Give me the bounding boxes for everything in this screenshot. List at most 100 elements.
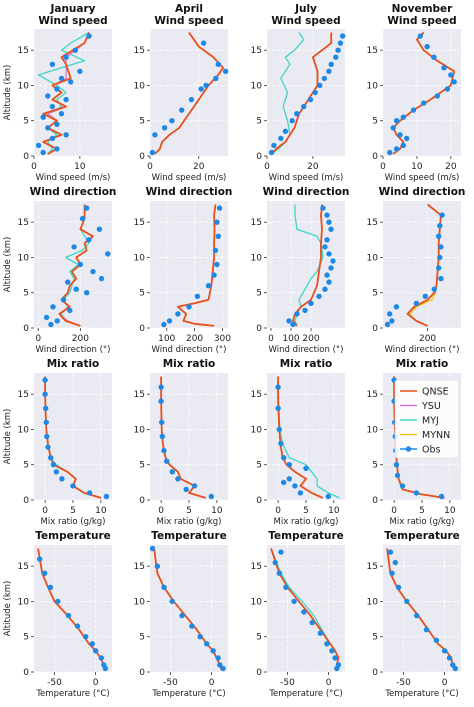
y-axis-label: Altitude (km): [3, 237, 13, 293]
obs-point: [79, 215, 86, 222]
y-tick-label: 10: [367, 81, 379, 91]
obs-point: [312, 89, 318, 96]
obs-point: [275, 405, 281, 411]
obs-point: [63, 96, 69, 103]
obs-point: [399, 483, 406, 489]
obs-point: [154, 563, 161, 569]
obs-point: [317, 82, 323, 89]
obs-point: [307, 96, 314, 103]
obs-point: [175, 311, 181, 317]
obs-point: [332, 655, 338, 661]
x-tick-label: 20: [307, 162, 319, 172]
legend-item-qnse: QNSE: [400, 387, 449, 398]
panel-background: [34, 545, 112, 672]
y-tick-label: 15: [134, 390, 145, 400]
obs-point: [84, 205, 90, 211]
panel-0-2: 0 20 0 5 10 15 Wind speed (m/s): [251, 29, 346, 183]
panel-title: Wind speed: [154, 15, 223, 27]
obs-point: [198, 86, 204, 92]
panel-3-3: -50 0 0 5 10 15 Temperature (°C): [367, 545, 461, 699]
obs-point: [161, 321, 167, 328]
x-axis-label: Wind speed (m/s): [152, 173, 227, 183]
obs-point: [272, 559, 278, 566]
obs-point: [74, 623, 81, 629]
obs-point: [166, 318, 173, 324]
obs-point: [77, 261, 84, 268]
obs-point: [335, 662, 342, 668]
y-tick-label: 5: [23, 633, 29, 643]
x-axis-label: Mix ratio (g/kg): [274, 517, 339, 527]
panel-0-1: 0 20 0 5 10 15 Wind speed (m/s): [134, 29, 229, 183]
obs-point: [159, 433, 165, 440]
obs-point: [390, 125, 396, 131]
obs-point: [326, 251, 332, 257]
legend-label: MYNN: [422, 430, 450, 441]
obs-point: [423, 627, 430, 633]
obs-point: [329, 648, 335, 654]
obs-point: [400, 142, 406, 149]
y-tick-label: 0: [139, 324, 145, 334]
obs-point: [294, 311, 300, 317]
panel-title: Wind speed: [271, 15, 340, 27]
obs-point: [98, 275, 105, 282]
obs-point: [149, 545, 156, 552]
legend: QNSE YSU MYJ MYNN Obs: [394, 379, 460, 459]
obs-point: [404, 135, 410, 142]
obs-point: [393, 146, 400, 152]
obs-point: [103, 493, 110, 500]
y-tick-label: 10: [18, 425, 30, 435]
panel-2-2: 0 5 10 0 5 10 15 Mix ratio (g/kg): [251, 373, 345, 527]
series-line-qnse: [270, 548, 340, 671]
panel-title: Temperature: [384, 530, 460, 542]
obs-point: [158, 398, 164, 404]
obs-point: [205, 283, 212, 289]
panel-1-0: 0 200 0 5 10 15 Wind direction (°) Altitude (km…: [3, 201, 112, 355]
obs-point: [161, 447, 167, 454]
obs-point: [392, 559, 398, 566]
legend-item-myj: MYJ: [400, 416, 439, 427]
obs-point: [335, 47, 341, 53]
x-tick-label: 0: [147, 162, 153, 172]
obs-point: [169, 118, 175, 124]
x-tick-label: 0: [442, 678, 448, 688]
obs-point: [212, 247, 219, 254]
obs-point: [220, 665, 226, 672]
panel-1-2: 0 100 200 0 5 10 15 Wind direction (°): [251, 201, 345, 355]
obs-point: [215, 233, 221, 239]
x-tick-label: 100: [158, 334, 175, 344]
obs-point: [214, 219, 220, 225]
obs-point: [286, 476, 292, 482]
series-line-qnse: [406, 203, 442, 327]
y-tick-label: 15: [18, 46, 29, 56]
obs-point: [421, 100, 427, 106]
x-tick-label: 200: [419, 334, 436, 344]
obs-point: [444, 86, 451, 92]
obs-point: [387, 311, 393, 317]
panel-3-1: -50 0 0 5 10 15 Temperature (°C): [134, 545, 228, 699]
y-tick-label: 10: [134, 425, 146, 435]
y-tick-label: 10: [18, 81, 30, 91]
obs-point: [325, 493, 331, 500]
y-tick-label: 10: [367, 253, 379, 263]
y-tick-label: 0: [139, 152, 145, 162]
obs-point: [438, 244, 444, 250]
obs-point: [215, 655, 221, 661]
x-axis-label: Wind direction (°): [385, 345, 460, 355]
obs-point: [217, 662, 223, 668]
obs-point: [441, 65, 447, 71]
obs-point: [58, 75, 65, 82]
y-tick-label: 10: [251, 597, 263, 607]
x-axis-label: Temperature (°C): [268, 689, 342, 699]
obs-point: [286, 462, 292, 468]
x-tick-label: 10: [328, 506, 340, 516]
obs-point: [105, 251, 111, 257]
legend-item-mynn: MYNN: [400, 430, 450, 441]
y-tick-label: 0: [372, 152, 378, 162]
obs-point: [210, 648, 216, 654]
panel-1-1: 100 200 300 0 5 10 15 Wind direction (°): [134, 201, 231, 355]
obs-point: [395, 584, 402, 590]
obs-point: [410, 107, 417, 113]
panel-title: Mix ratio: [396, 358, 449, 370]
obs-point: [333, 54, 339, 60]
x-tick-label: 0: [158, 506, 164, 516]
